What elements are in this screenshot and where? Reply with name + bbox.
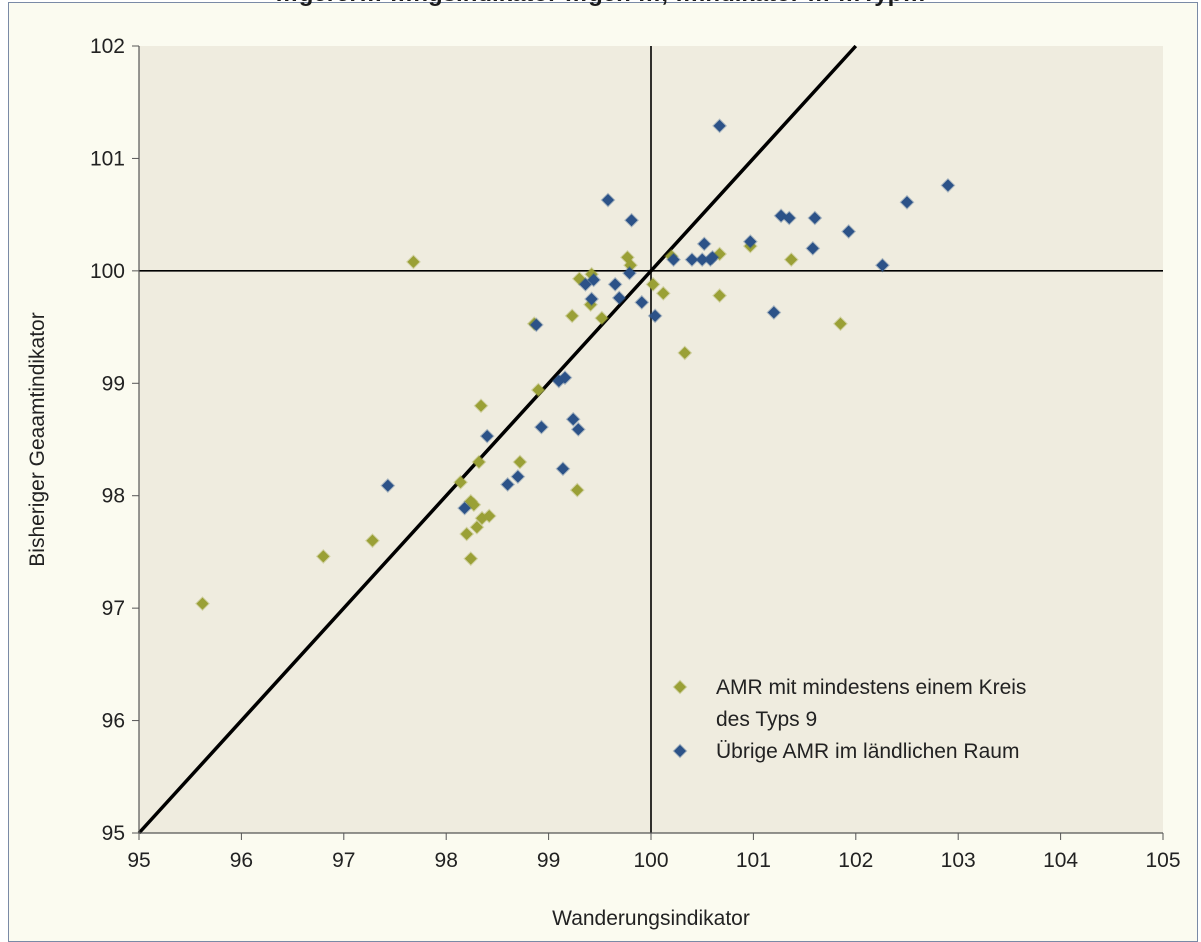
point-amr-typ9 [783, 252, 799, 268]
point-uebrige-amr [565, 411, 581, 427]
legend: AMR mit mindestens einem Kreis des Typs 9… [672, 676, 1026, 763]
point-amr-typ9 [365, 533, 380, 549]
point-uebrige-amr [712, 118, 728, 134]
point-uebrige-amr [534, 419, 549, 435]
point-uebrige-amr [694, 252, 710, 268]
point-amr-typ9 [569, 482, 585, 498]
point-uebrige-amr [666, 252, 681, 268]
point-amr-typ9 [453, 474, 468, 490]
y-tick-label: 96 [102, 710, 125, 733]
x-tick-label: 101 [736, 849, 771, 872]
point-uebrige-amr [624, 212, 639, 228]
x-tick-label: 96 [230, 849, 253, 872]
point-uebrige-amr [766, 305, 782, 320]
point-amr-typ9 [463, 551, 479, 567]
y-tick-label: 99 [102, 372, 125, 395]
point-uebrige-amr [510, 469, 526, 485]
point-amr-typ9 [712, 288, 728, 304]
legend-marker [672, 743, 688, 759]
point-amr-typ9 [530, 382, 546, 398]
point-uebrige-amr [805, 240, 821, 256]
legend-marker [672, 679, 688, 695]
y-tick-label: 101 [90, 147, 125, 170]
point-amr-typ9 [406, 254, 421, 270]
point-uebrige-amr [807, 210, 823, 226]
diagonal-line [137, 44, 858, 835]
legend-label: des Typs 9 [716, 708, 817, 731]
point-amr-typ9 [833, 316, 848, 332]
reference-lines [137, 44, 1163, 835]
point-uebrige-amr [940, 177, 956, 193]
x-axis-title: Wanderungsindikator [552, 907, 750, 930]
y-tick-label: 95 [102, 822, 125, 845]
point-uebrige-amr [570, 421, 586, 437]
point-uebrige-amr [500, 477, 516, 492]
point-uebrige-amr [647, 308, 663, 324]
x-tick-label: 104 [1043, 849, 1078, 872]
point-uebrige-amr [528, 317, 544, 333]
x-tick-label: 95 [127, 849, 150, 872]
point-amr-typ9 [195, 596, 210, 612]
y-tick-label: 102 [90, 35, 125, 58]
data-points [195, 118, 956, 612]
point-amr-typ9 [677, 345, 693, 361]
point-uebrige-amr [875, 257, 890, 273]
point-amr-typ9 [471, 454, 487, 470]
point-amr-typ9 [459, 526, 475, 542]
x-tick-label: 99 [537, 849, 560, 872]
x-tick-label: 102 [838, 849, 873, 872]
point-amr-typ9 [512, 454, 528, 470]
point-uebrige-amr [742, 234, 758, 250]
y-axis-title: Bisheriger Geaamtindikator [26, 312, 49, 566]
x-tick-label: 100 [633, 849, 668, 872]
x-tick-label: 105 [1145, 849, 1180, 872]
point-uebrige-amr [611, 290, 627, 306]
x-tick-label: 97 [332, 849, 355, 872]
point-amr-typ9 [645, 276, 661, 292]
point-uebrige-amr [457, 500, 473, 516]
point-uebrige-amr [841, 224, 857, 239]
point-uebrige-amr [705, 249, 720, 265]
y-tick-label: 100 [90, 260, 125, 283]
point-amr-typ9 [564, 308, 580, 324]
point-uebrige-amr [578, 276, 593, 292]
point-uebrige-amr [684, 252, 700, 268]
legend-label: AMR mit mindestens einem Kreis [716, 676, 1026, 699]
x-tick-label: 98 [435, 849, 458, 872]
x-tick-labels: 95 96 97 98 99 100 101 102 103 104 105 [127, 833, 1181, 872]
point-uebrige-amr [380, 478, 396, 494]
point-uebrige-amr [557, 370, 573, 386]
y-tick-labels: 95 96 97 98 99 100 101 102 [90, 35, 139, 845]
point-amr-typ9 [594, 310, 610, 326]
point-uebrige-amr [634, 294, 650, 310]
y-tick-label: 97 [102, 597, 125, 620]
point-uebrige-amr [479, 428, 495, 444]
point-uebrige-amr [622, 265, 637, 281]
point-amr-typ9 [473, 398, 489, 414]
point-amr-typ9 [655, 285, 671, 301]
chart-title: …gerer… …ngsindikator …gen …, …indikator… [0, 0, 1201, 8]
point-amr-typ9 [466, 497, 482, 513]
legend-label: Übrige AMR im ländlichen Raum [716, 740, 1019, 763]
y-tick-label: 98 [102, 485, 125, 508]
x-tick-label: 103 [941, 849, 976, 872]
point-uebrige-amr [781, 210, 797, 226]
point-uebrige-amr [555, 461, 571, 477]
point-uebrige-amr [696, 236, 712, 252]
point-amr-typ9 [481, 508, 497, 524]
point-uebrige-amr [607, 276, 623, 292]
point-uebrige-amr [584, 291, 600, 307]
point-uebrige-amr [899, 194, 915, 210]
point-uebrige-amr [586, 272, 602, 288]
point-amr-typ9 [469, 519, 485, 535]
point-amr-typ9 [315, 549, 331, 564]
point-uebrige-amr [600, 192, 616, 208]
